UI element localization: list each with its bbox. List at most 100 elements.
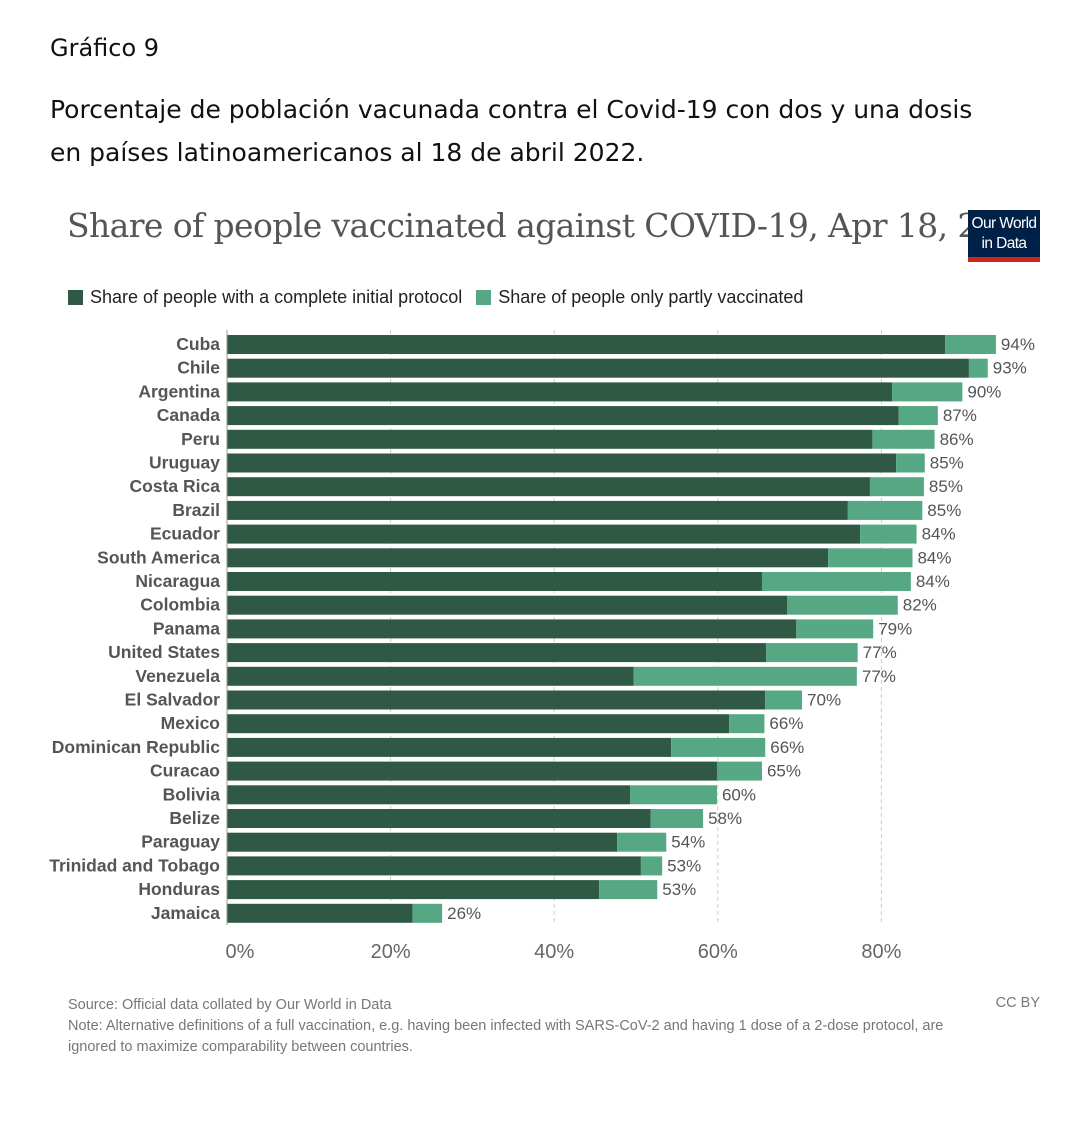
bar-complete[interactable] [227,856,641,876]
total-value-label: 66% [769,714,803,733]
bar-complete[interactable] [227,714,730,734]
bar-complete[interactable] [227,690,766,710]
bar-partial[interactable] [729,714,765,734]
x-tick-label: 40% [534,941,574,963]
bar-partial[interactable] [766,643,858,663]
total-value-label: 87% [943,406,977,425]
category-label: United States [108,642,220,662]
category-label: Uruguay [149,453,220,473]
bar-complete[interactable] [227,358,969,378]
x-tick-label: 80% [861,941,901,963]
total-value-label: 86% [940,430,974,449]
methodology-note: Note: Alternative definitions of a full … [68,1018,944,1055]
total-value-label: 58% [708,809,742,828]
total-value-label: 85% [930,454,964,473]
bar-complete[interactable] [227,643,767,663]
total-value-label: 85% [929,477,963,496]
total-value-label: 53% [662,880,696,899]
bar-partial[interactable] [787,595,898,615]
bar-partial[interactable] [847,500,923,520]
bar-partial[interactable] [828,548,913,568]
category-label: Paraguay [141,832,220,852]
owid-logo[interactable]: Our World in Data [968,210,1040,262]
bar-complete[interactable] [227,595,788,615]
chart-legend: Share of people with a complete initial … [68,287,817,308]
bar-partial[interactable] [945,335,996,354]
bar-partial[interactable] [869,477,924,497]
bar-partial[interactable] [761,572,911,591]
bar-complete[interactable] [227,572,762,591]
x-tick-label: 60% [698,941,738,963]
category-label: Dominican Republic [52,737,220,757]
bar-complete[interactable] [227,809,651,828]
total-value-label: 53% [667,856,701,875]
bar-partial[interactable] [796,619,874,639]
category-label: South America [97,547,220,567]
total-value-label: 84% [917,548,951,567]
bar-complete[interactable] [227,406,899,426]
bar-partial[interactable] [412,903,443,923]
category-label: Bolivia [163,784,221,804]
total-value-label: 84% [922,525,956,544]
category-label: Peru [181,429,220,449]
category-label: Venezuela [135,666,220,686]
category-label: Honduras [138,879,220,899]
total-value-label: 54% [671,833,705,852]
legend-item-partial[interactable]: Share of people only partly vaccinated [476,287,803,308]
total-value-label: 65% [767,762,801,781]
bar-complete[interactable] [227,429,873,449]
owid-logo-line2: in Data [981,235,1028,252]
total-value-label: 77% [862,667,896,686]
bar-complete[interactable] [227,880,600,900]
category-label: Cuba [176,334,220,354]
bar-partial[interactable] [968,358,988,378]
bar-partial[interactable] [872,429,935,449]
legend-item-complete[interactable]: Share of people with a complete initial … [68,287,462,308]
bar-partial[interactable] [892,382,963,402]
bar-complete[interactable] [227,619,797,639]
bar-complete[interactable] [227,500,848,520]
bar-partial[interactable] [898,406,938,426]
category-label: Jamaica [151,903,220,923]
bar-partial[interactable] [860,524,917,544]
bar-complete[interactable] [227,903,413,923]
category-label: Belize [169,808,220,828]
total-value-label: 85% [927,501,961,520]
total-value-label: 77% [863,643,897,662]
bar-complete[interactable] [227,737,672,757]
category-label: Ecuador [150,524,220,544]
bar-partial[interactable] [633,666,857,686]
legend-swatch-complete [68,290,83,305]
bar-partial[interactable] [765,690,803,710]
figure-caption: Porcentaje de población vacunada contra … [50,95,973,167]
bar-complete[interactable] [227,335,946,354]
total-value-label: 70% [807,691,841,710]
bar-partial[interactable] [630,785,717,805]
bar-partial[interactable] [896,453,925,473]
bar-complete[interactable] [227,453,897,473]
bar-complete[interactable] [227,382,893,402]
bar-complete[interactable] [227,477,870,497]
bar-partial[interactable] [599,880,658,900]
total-value-label: 82% [903,596,937,615]
bar-complete[interactable] [227,832,618,852]
total-value-label: 26% [447,904,481,923]
bar-complete[interactable] [227,548,829,568]
owid-logo-line1: Our World [971,215,1038,232]
bar-complete[interactable] [227,666,634,686]
x-tick-label: 0% [226,941,255,963]
bar-complete[interactable] [227,761,717,781]
legend-label-complete: Share of people with a complete initial … [90,287,463,307]
total-value-label: 90% [967,382,1001,401]
category-label: Costa Rica [130,476,221,496]
bar-partial[interactable] [617,832,667,852]
license-link[interactable]: CC BY [995,995,1040,1011]
bar-complete[interactable] [227,524,861,544]
bar-complete[interactable] [227,785,631,805]
bar-partial[interactable] [716,761,762,781]
bar-partial[interactable] [650,809,704,828]
x-tick-label: 20% [371,941,411,963]
legend-swatch-partial [476,290,492,305]
bar-partial[interactable] [640,856,663,876]
bar-partial[interactable] [671,737,766,757]
